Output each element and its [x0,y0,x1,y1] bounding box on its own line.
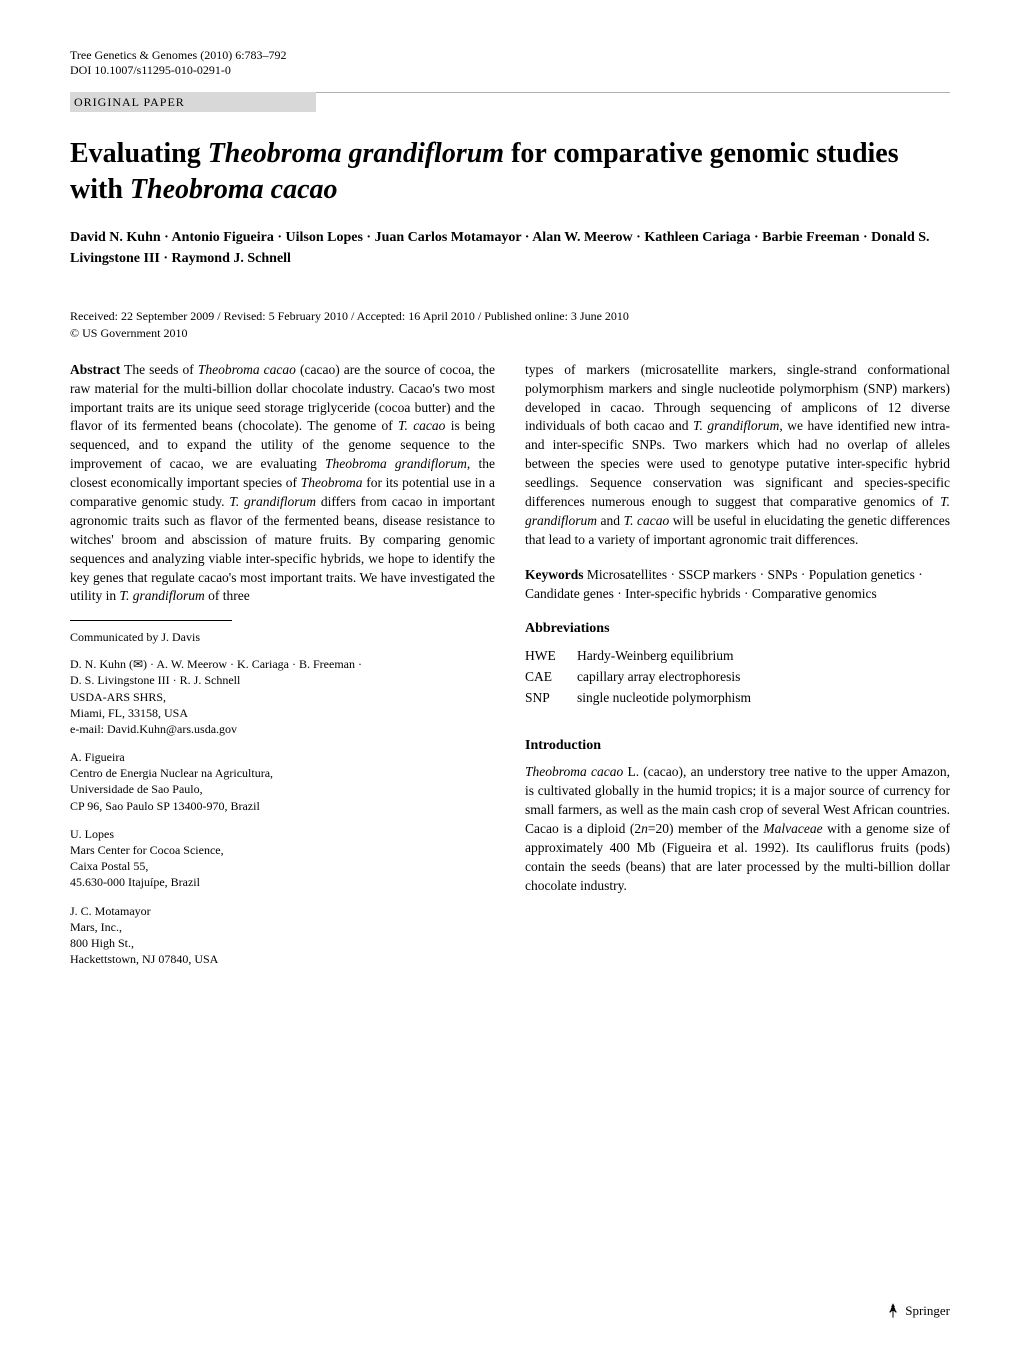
abbrev-row: CAE capillary array electrophoresis [525,668,950,687]
aff4-line2: Mars, Inc., [70,919,495,935]
aff3-line3: Caixa Postal 55, [70,858,495,874]
aff2-line2: Centro de Energia Nuclear na Agricultura… [70,765,495,781]
title-italic-1: Theobroma grandiflorum [208,138,504,169]
doi: DOI 10.1007/s11295-010-0291-0 [70,63,950,78]
author-list: David N. Kuhn · Antonio Figueira · Uilso… [70,227,950,269]
communicated-by: Communicated by J. Davis [70,629,495,646]
affiliation-2: A. Figueira Centro de Energia Nuclear na… [70,749,495,814]
journal-citation: Tree Genetics & Genomes (2010) 6:783–792 [70,48,950,63]
abstract-continued: types of markers (microsatellite markers… [525,361,950,550]
affiliation-1: D. N. Kuhn (✉) · A. W. Meerow · K. Caria… [70,656,495,737]
abbreviations-heading: Abbreviations [525,619,950,639]
abbrev-val: single nucleotide polymorphism [577,689,751,708]
keywords-text: Microsatellites · SSCP markers · SNPs · … [525,567,923,601]
title-italic-2: Theobroma cacao [130,174,338,205]
abstract-i4: Theobroma [301,475,363,490]
introduction-text: Theobroma cacao L. (cacao), an understor… [525,763,950,895]
abstract: Abstract The seeds of Theobroma cacao (c… [70,361,495,607]
abstract-i5: T. grandiflorum [229,494,316,509]
aff1-line4: Miami, FL, 33158, USA [70,705,495,721]
publisher-logo: Springer [885,1303,950,1319]
left-column: Abstract The seeds of Theobroma cacao (c… [70,361,495,980]
aff3-line4: 45.630-000 Itajuípe, Brazil [70,874,495,890]
affiliation-4: J. C. Motamayor Mars, Inc., 800 High St.… [70,903,495,968]
article-title: Evaluating Theobroma grandiflorum for co… [70,136,950,209]
abbrev-key: HWE [525,647,577,666]
intro-i2: n [641,821,648,836]
paper-type-label: ORIGINAL PAPER [70,92,185,110]
abbrev-key: SNP [525,689,577,708]
introduction-heading: Introduction [525,736,950,756]
title-text-pre: Evaluating [70,138,208,169]
aff1-line5: e-mail: David.Kuhn@ars.usda.gov [70,721,495,737]
aff1-line2: D. S. Livingstone III · R. J. Schnell [70,672,495,688]
abbrev-val: Hardy-Weinberg equilibrium [577,647,734,666]
intro-t2: =20) member of the [648,821,764,836]
right-column: types of markers (microsatellite markers… [525,361,950,980]
abbrev-key: CAE [525,668,577,687]
paper-type-bar: ORIGINAL PAPER [70,92,950,116]
abstract-i1: Theobroma cacao [198,362,296,377]
article-dates: Received: 22 September 2009 / Revised: 5… [70,309,950,324]
keywords-label: Keywords [525,567,584,582]
aff4-line1: J. C. Motamayor [70,903,495,919]
abbreviations-table: HWE Hardy-Weinberg equilibrium CAE capil… [525,647,950,708]
abstract-label: Abstract [70,362,120,377]
aff2-line4: CP 96, Sao Paulo SP 13400-970, Brazil [70,798,495,814]
abbrev-row: HWE Hardy-Weinberg equilibrium [525,647,950,666]
abbrev-row: SNP single nucleotide polymorphism [525,689,950,708]
aff4-line3: 800 High St., [70,935,495,951]
aff3-line1: U. Lopes [70,826,495,842]
springer-icon [885,1303,901,1319]
abstract-i3: Theobroma grandiflorum [325,456,467,471]
abstract-i2: T. cacao [398,418,445,433]
abstract-t1: The seeds of [120,362,198,377]
abstractc-i1: T. grandiflorum [693,418,779,433]
aff2-line3: Universidade de Sao Paulo, [70,781,495,797]
aff4-line4: Hackettstown, NJ 07840, USA [70,951,495,967]
separator-line [70,620,232,621]
keywords: Keywords Microsatellites · SSCP markers … [525,566,950,604]
abstractc-i3: T. cacao [624,513,670,528]
aff1-line3: USDA-ARS SHRS, [70,689,495,705]
aff2-line1: A. Figueira [70,749,495,765]
copyright: © US Government 2010 [70,326,950,341]
abbrev-val: capillary array electrophoresis [577,668,740,687]
affiliation-3: U. Lopes Mars Center for Cocoa Science, … [70,826,495,891]
intro-i3: Malvaceae [763,821,822,836]
abstract-i6: T. grandiflorum [120,588,205,603]
abstractc-t3: and [597,513,624,528]
intro-i1: Theobroma cacao [525,764,623,779]
publisher-name: Springer [905,1303,950,1319]
abstract-t7: of three [205,588,250,603]
aff1-line1: D. N. Kuhn (✉) · A. W. Meerow · K. Caria… [70,656,495,672]
two-column-layout: Abstract The seeds of Theobroma cacao (c… [70,361,950,980]
header: Tree Genetics & Genomes (2010) 6:783–792… [70,48,950,78]
aff3-line2: Mars Center for Cocoa Science, [70,842,495,858]
